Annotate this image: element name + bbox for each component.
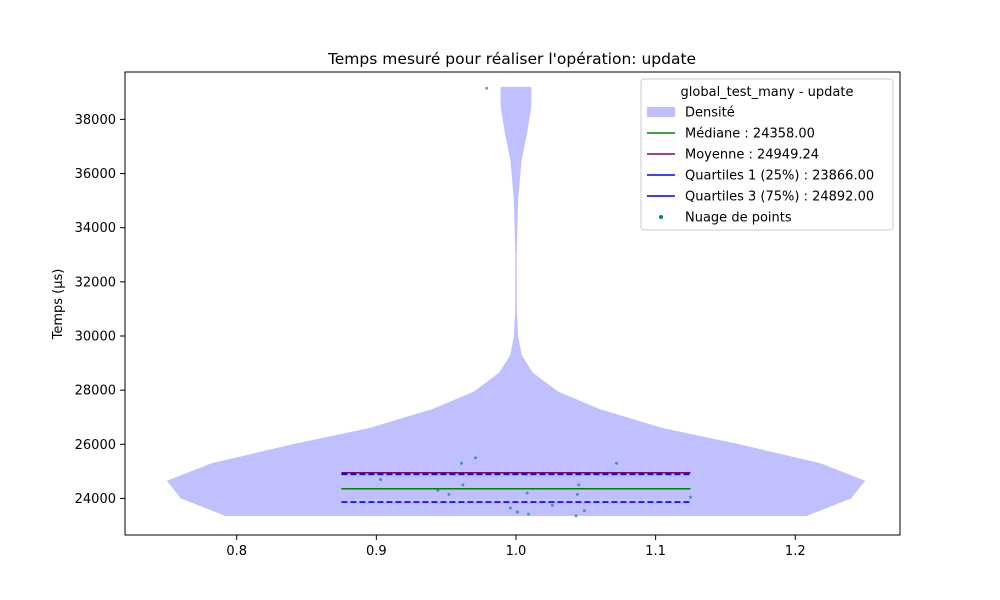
y-tick-label: 34000 xyxy=(75,221,116,236)
scatter-point xyxy=(461,483,465,487)
legend-entry-label: Nuage de points xyxy=(685,211,792,226)
plot-frame xyxy=(124,71,901,536)
x-axis: 0.8 0.9 1.0 1.1 1.2 xyxy=(226,535,806,559)
scatter-point xyxy=(574,514,578,518)
legend-entry-label: Médiane : 24358.00 xyxy=(685,127,815,142)
legend-entry-label: Quartiles 1 (25%) : 23866.00 xyxy=(685,169,874,184)
scatter-point xyxy=(550,503,554,507)
scatter-point xyxy=(582,509,586,513)
scatter-point xyxy=(436,488,440,492)
plot-area xyxy=(124,71,901,536)
chart-title: Temps mesuré pour réaliser l'opération: … xyxy=(327,50,696,68)
x-tick-label: 1.1 xyxy=(645,544,666,559)
y-tick-label: 32000 xyxy=(75,275,116,290)
legend-entry-label: Quartiles 3 (75%) : 24892.00 xyxy=(685,190,874,205)
scatter-point xyxy=(447,492,451,496)
legend-title: global_test_many - update xyxy=(681,85,854,100)
scatter-point xyxy=(615,461,619,465)
scatter-point xyxy=(460,461,464,465)
y-tick-label: 26000 xyxy=(75,438,116,453)
y-tick-label: 24000 xyxy=(75,492,116,507)
legend-swatch-density xyxy=(647,107,675,117)
scatter-point xyxy=(508,506,512,510)
violin-density-body xyxy=(166,86,866,517)
legend-entry-label: Moyenne : 24949.24 xyxy=(685,148,819,163)
y-tick-label: 30000 xyxy=(75,329,116,344)
y-tick-label: 38000 xyxy=(75,113,116,128)
scatter-point xyxy=(525,491,529,495)
legend: global_test_many - update Densité Médiane … xyxy=(640,78,894,231)
x-tick-label: 0.8 xyxy=(226,544,247,559)
y-axis-label: Temps (µs) xyxy=(51,269,66,341)
scatter-point xyxy=(577,483,581,487)
scatter-point xyxy=(575,492,579,496)
y-tick-label: 28000 xyxy=(75,384,116,399)
scatter-point xyxy=(515,510,519,514)
legend-entry-label: Densité xyxy=(685,106,735,121)
scatter-point xyxy=(689,495,693,499)
y-axis: 24000 26000 28000 30000 32000 34000 36000 38000 xyxy=(75,113,125,507)
legend-swatch-marker xyxy=(659,215,663,219)
x-tick-label: 1.0 xyxy=(506,544,527,559)
y-tick-label: 36000 xyxy=(75,167,116,182)
scatter-point xyxy=(485,86,489,90)
legend-box xyxy=(640,78,894,231)
x-tick-label: 0.9 xyxy=(366,544,387,559)
scatter-point xyxy=(473,456,477,460)
scatter-point xyxy=(379,477,383,481)
scatter-point xyxy=(527,512,531,516)
x-tick-label: 1.2 xyxy=(785,544,806,559)
